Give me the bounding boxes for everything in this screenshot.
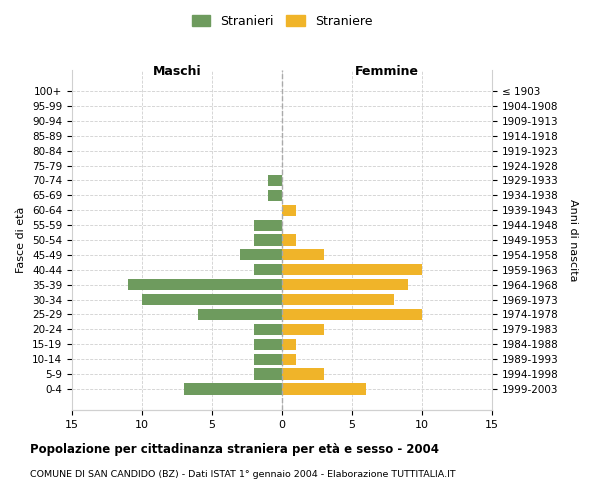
Bar bbox=[268, 190, 282, 201]
Text: Popolazione per cittadinanza straniera per età e sesso - 2004: Popolazione per cittadinanza straniera p… bbox=[30, 442, 439, 456]
Bar bbox=[240, 250, 282, 260]
Y-axis label: Fasce di età: Fasce di età bbox=[16, 207, 26, 273]
Bar bbox=[184, 384, 282, 394]
Legend: Stranieri, Straniere: Stranieri, Straniere bbox=[188, 11, 376, 32]
Bar bbox=[282, 354, 296, 365]
Bar bbox=[254, 354, 282, 365]
Bar bbox=[254, 220, 282, 230]
Bar bbox=[254, 324, 282, 335]
Text: Femmine: Femmine bbox=[355, 64, 419, 78]
Bar bbox=[282, 279, 408, 290]
Bar bbox=[254, 234, 282, 246]
Bar bbox=[254, 338, 282, 350]
Bar bbox=[282, 324, 324, 335]
Bar bbox=[282, 294, 394, 305]
Bar bbox=[282, 309, 422, 320]
Bar bbox=[282, 250, 324, 260]
Bar bbox=[282, 264, 422, 276]
Bar bbox=[128, 279, 282, 290]
Bar bbox=[282, 384, 366, 394]
Bar bbox=[268, 175, 282, 186]
Text: COMUNE DI SAN CANDIDO (BZ) - Dati ISTAT 1° gennaio 2004 - Elaborazione TUTTITALI: COMUNE DI SAN CANDIDO (BZ) - Dati ISTAT … bbox=[30, 470, 455, 479]
Bar bbox=[254, 264, 282, 276]
Bar bbox=[142, 294, 282, 305]
Y-axis label: Anni di nascita: Anni di nascita bbox=[568, 198, 578, 281]
Text: Maschi: Maschi bbox=[152, 64, 202, 78]
Bar bbox=[198, 309, 282, 320]
Bar bbox=[282, 204, 296, 216]
Bar bbox=[282, 368, 324, 380]
Bar bbox=[254, 368, 282, 380]
Bar bbox=[282, 338, 296, 350]
Bar bbox=[282, 234, 296, 246]
